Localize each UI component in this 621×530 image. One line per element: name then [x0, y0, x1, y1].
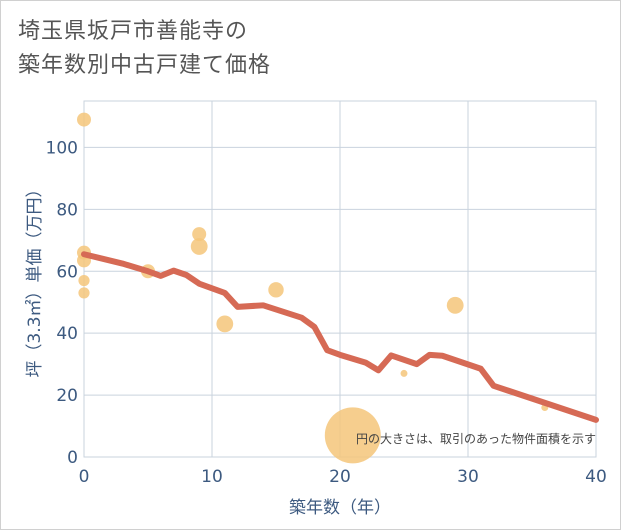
chart-title-line-2: 築年数別中古戸建て価格 [18, 53, 272, 78]
data-point [400, 369, 408, 377]
data-point [190, 238, 208, 255]
y-tick-label: 80 [56, 200, 78, 220]
data-point [192, 227, 207, 242]
grid-lines [84, 101, 596, 457]
x-tick-label: 0 [79, 467, 90, 487]
x-axis-title: 築年数（年） [289, 498, 391, 518]
data-point [77, 112, 91, 127]
x-tick-labels: 0 10 20 30 40 [79, 467, 607, 487]
data-point [446, 296, 464, 314]
y-tick-label: 40 [56, 324, 78, 344]
x-tick-label: 10 [201, 467, 223, 487]
y-tick-label: 20 [56, 386, 78, 406]
x-tick-label: 40 [585, 467, 607, 487]
data-point [324, 407, 381, 464]
y-tick-label: 100 [46, 138, 78, 158]
y-tick-labels: 0 20 40 60 80 100 [46, 138, 78, 468]
size-note: 円の大きさは、取引のあった物件面積を示す [356, 431, 596, 446]
chart-title: 埼玉県坂戸市善能寺の 築年数別中古戸建て価格 [18, 15, 271, 83]
data-point [216, 315, 234, 333]
trend-line [81, 251, 599, 423]
data-point [78, 274, 90, 287]
x-tick-label: 30 [457, 467, 479, 487]
data-point [268, 282, 284, 298]
y-axis-title: 坪（3.3㎡）単価（万円） [25, 180, 45, 377]
y-tick-label: 0 [67, 448, 78, 468]
y-tick-label: 60 [56, 262, 78, 282]
x-tick-label: 20 [329, 467, 351, 487]
chart-title-line-1: 埼玉県坂戸市善能寺の [18, 19, 249, 44]
data-point [78, 287, 90, 299]
